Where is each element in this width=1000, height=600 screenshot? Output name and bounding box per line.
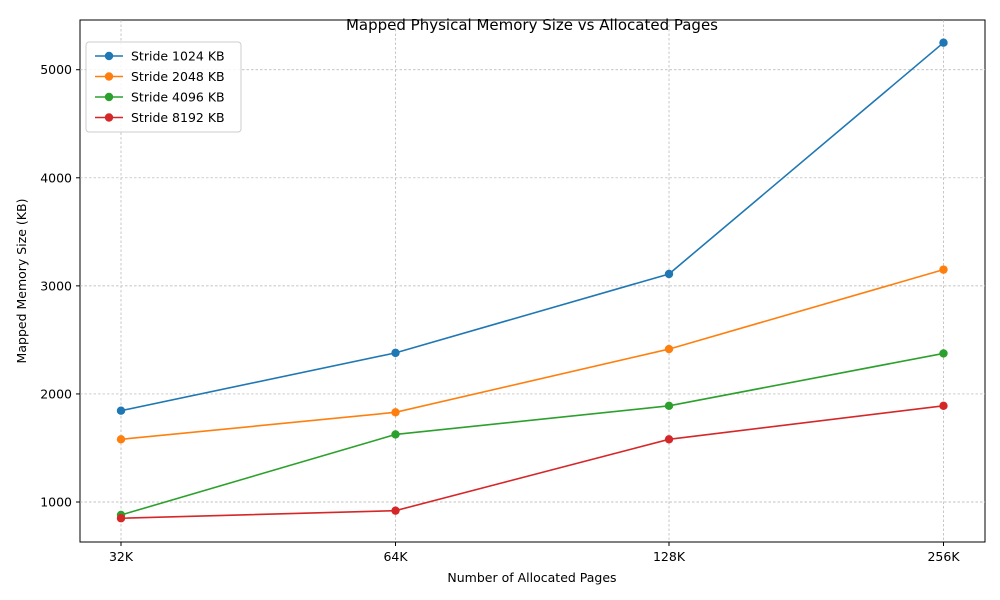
legend-label: Stride 4096 KB bbox=[131, 90, 225, 105]
legend-swatch-marker bbox=[104, 51, 114, 61]
legend-swatch-marker bbox=[104, 72, 114, 81]
data-point bbox=[939, 265, 948, 274]
legend-box bbox=[85, 41, 242, 133]
x-axis-ticks: 32K 64K 128K 256K bbox=[109, 542, 960, 564]
series-lines bbox=[116, 38, 948, 523]
data-point bbox=[391, 430, 400, 439]
legend-label: Stride 2048 KB bbox=[131, 69, 225, 84]
series-line bbox=[120, 405, 944, 520]
chart-title: Mapped Physical Memory Size vs Allocated… bbox=[346, 16, 718, 34]
y-tick-label: 3000 bbox=[40, 278, 72, 293]
y-tick-label: 2000 bbox=[40, 386, 72, 401]
legend-label: Stride 8192 KB bbox=[131, 110, 225, 125]
data-point bbox=[116, 406, 126, 415]
data-point bbox=[391, 506, 400, 515]
data-point bbox=[939, 349, 948, 358]
legend-swatch-marker bbox=[104, 92, 114, 102]
plot-frame bbox=[79, 19, 986, 543]
x-tick-label: 64K bbox=[383, 549, 408, 564]
x-tick-label: 256K bbox=[927, 549, 960, 564]
data-point bbox=[939, 38, 948, 47]
y-tick-label: 4000 bbox=[40, 170, 72, 185]
series-line bbox=[120, 42, 945, 412]
series-line bbox=[120, 268, 944, 441]
y-axis-ticks: 1000 2000 3000 4000 5000 bbox=[40, 62, 80, 510]
series-line bbox=[120, 352, 944, 516]
series-3 bbox=[116, 349, 948, 520]
data-point bbox=[664, 401, 674, 411]
x-axis-label: Number of Allocated Pages bbox=[447, 570, 616, 585]
data-point bbox=[939, 401, 948, 411]
series-2 bbox=[116, 265, 948, 444]
data-point bbox=[116, 514, 126, 523]
data-point bbox=[391, 408, 400, 417]
data-point bbox=[664, 344, 674, 354]
x-tick-label: 128K bbox=[653, 549, 686, 564]
data-point bbox=[391, 348, 400, 358]
legend-label: Stride 1024 KB bbox=[131, 49, 225, 64]
y-axis-label: Mapped Memory Size (KB) bbox=[14, 199, 29, 364]
legend: Stride 1024 KB Stride 2048 KB Stride 4096 … bbox=[85, 41, 242, 133]
x-tick-label: 32K bbox=[109, 549, 134, 564]
series-4 bbox=[116, 401, 948, 523]
series-1 bbox=[116, 38, 948, 415]
grid bbox=[80, 20, 985, 542]
legend-swatch-marker bbox=[104, 113, 114, 122]
data-point bbox=[664, 269, 674, 279]
y-tick-label: 5000 bbox=[40, 62, 72, 77]
data-point bbox=[116, 435, 126, 444]
data-point bbox=[664, 435, 674, 444]
y-tick-label: 1000 bbox=[40, 495, 72, 510]
